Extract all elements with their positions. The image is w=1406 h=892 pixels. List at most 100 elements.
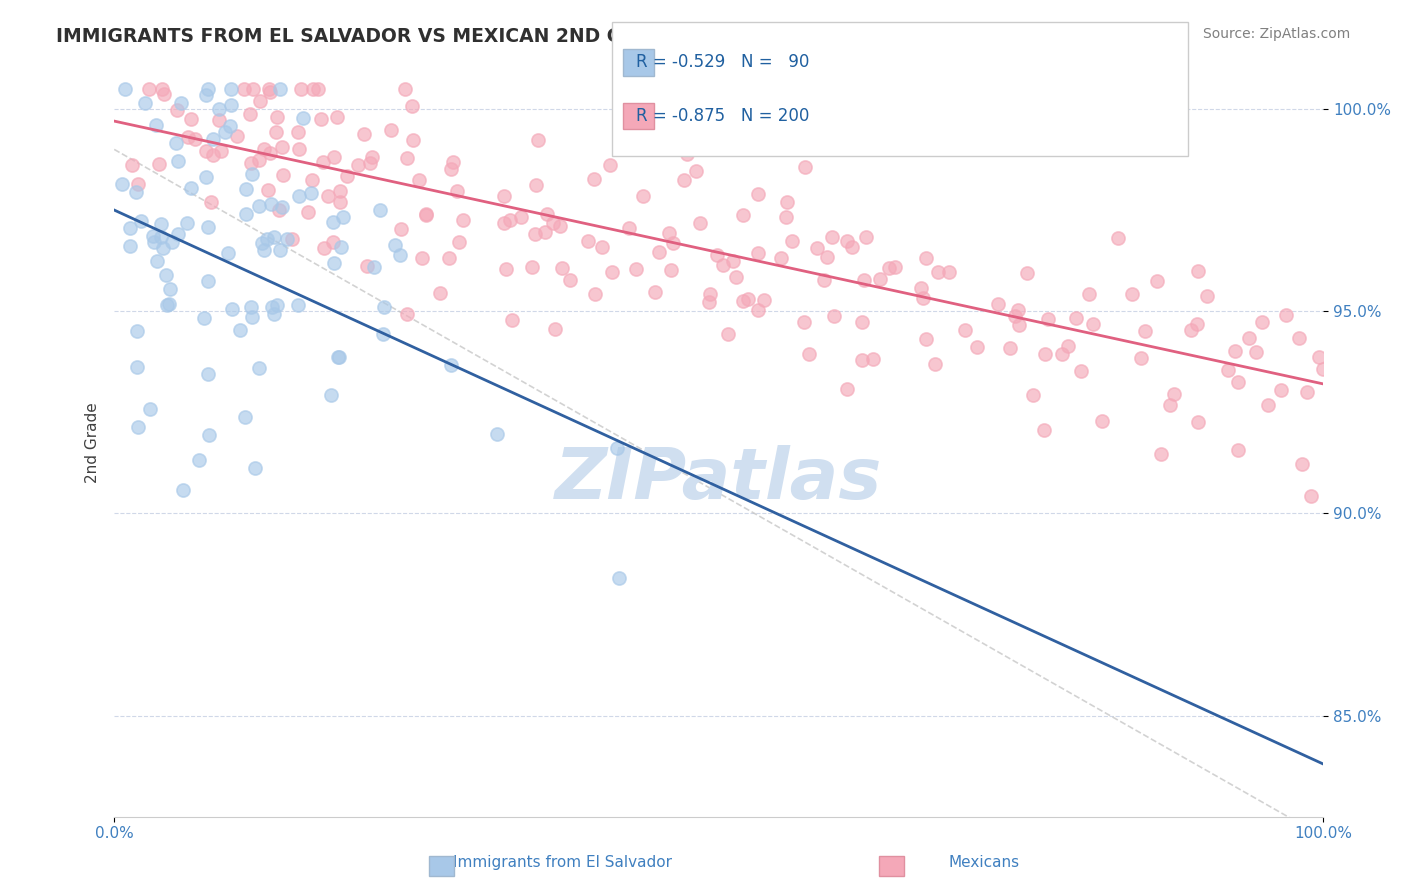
Point — [737, 292, 759, 306]
Point — [441, 155, 464, 169]
Point — [328, 350, 350, 364]
Point — [266, 298, 288, 312]
Point — [1133, 324, 1156, 338]
Point — [1251, 315, 1274, 329]
Point — [197, 367, 219, 381]
Point — [607, 571, 630, 585]
Point — [240, 155, 263, 169]
Point — [134, 95, 156, 110]
Point — [1308, 350, 1330, 364]
Point — [747, 302, 769, 317]
Point — [877, 261, 900, 276]
Point — [226, 129, 249, 144]
Point — [242, 81, 264, 95]
Point — [221, 302, 243, 317]
Point — [770, 251, 793, 265]
Point — [599, 158, 621, 172]
Point — [270, 201, 292, 215]
Point — [259, 145, 281, 160]
Point — [127, 359, 149, 374]
Point — [301, 81, 323, 95]
Point — [401, 99, 423, 113]
Point — [243, 460, 266, 475]
Point — [536, 207, 558, 221]
Point — [524, 227, 547, 242]
Point — [371, 326, 394, 341]
Point — [202, 148, 225, 162]
Point — [1187, 264, 1209, 278]
Point — [1275, 309, 1298, 323]
Point — [127, 177, 149, 191]
Point — [247, 199, 270, 213]
Point — [249, 94, 271, 108]
Point — [194, 144, 217, 158]
Point — [1146, 273, 1168, 287]
Point — [145, 118, 167, 132]
Point — [1257, 398, 1279, 412]
Point — [1004, 309, 1026, 323]
Point — [172, 483, 194, 497]
Point — [548, 219, 571, 233]
Point — [721, 254, 744, 268]
Point — [396, 307, 419, 321]
Point — [1130, 351, 1153, 365]
Point — [411, 251, 433, 265]
Point — [1008, 318, 1031, 333]
Point — [269, 243, 291, 257]
Point — [287, 298, 309, 312]
Point — [492, 216, 515, 230]
Point — [648, 244, 671, 259]
Point — [329, 184, 352, 198]
Point — [747, 246, 769, 260]
Point — [775, 210, 797, 224]
Point — [543, 322, 565, 336]
Point — [146, 254, 169, 268]
Point — [927, 265, 949, 279]
Point — [1291, 458, 1313, 472]
Point — [631, 189, 654, 203]
Point — [415, 208, 437, 222]
Point — [501, 313, 523, 327]
Point — [499, 212, 522, 227]
Point — [1270, 383, 1292, 397]
Point — [527, 133, 550, 147]
Point — [437, 251, 460, 265]
Point — [200, 195, 222, 210]
Point — [1000, 341, 1022, 355]
Point — [138, 81, 160, 95]
Point — [287, 125, 309, 139]
Point — [1216, 363, 1239, 377]
Point — [1017, 266, 1039, 280]
Point — [380, 123, 402, 137]
Point — [1197, 289, 1219, 303]
Point — [269, 81, 291, 95]
Point — [165, 136, 187, 150]
Point — [560, 273, 582, 287]
Point — [659, 263, 682, 277]
Point — [288, 189, 311, 203]
Point — [797, 347, 820, 361]
Point — [323, 150, 346, 164]
Point — [1246, 345, 1268, 359]
Point — [183, 132, 205, 146]
Text: IMMIGRANTS FROM EL SALVADOR VS MEXICAN 2ND GRADE CORRELATION CHART: IMMIGRANTS FROM EL SALVADOR VS MEXICAN 2… — [56, 27, 911, 45]
Text: Mexicans: Mexicans — [949, 855, 1019, 870]
Point — [617, 221, 640, 235]
Point — [292, 111, 315, 125]
Point — [624, 261, 647, 276]
Point — [118, 238, 141, 252]
Point — [219, 119, 242, 133]
Point — [394, 81, 416, 95]
Point — [233, 409, 256, 424]
Point — [321, 388, 343, 402]
Point — [217, 246, 239, 260]
Point — [697, 294, 720, 309]
Point — [1050, 347, 1073, 361]
Point — [1180, 322, 1202, 336]
Text: ZIPatlas: ZIPatlas — [555, 445, 883, 515]
Point — [1150, 447, 1173, 461]
Point — [207, 102, 229, 116]
Point — [1237, 331, 1260, 345]
Point — [328, 351, 350, 365]
Point — [938, 265, 960, 279]
